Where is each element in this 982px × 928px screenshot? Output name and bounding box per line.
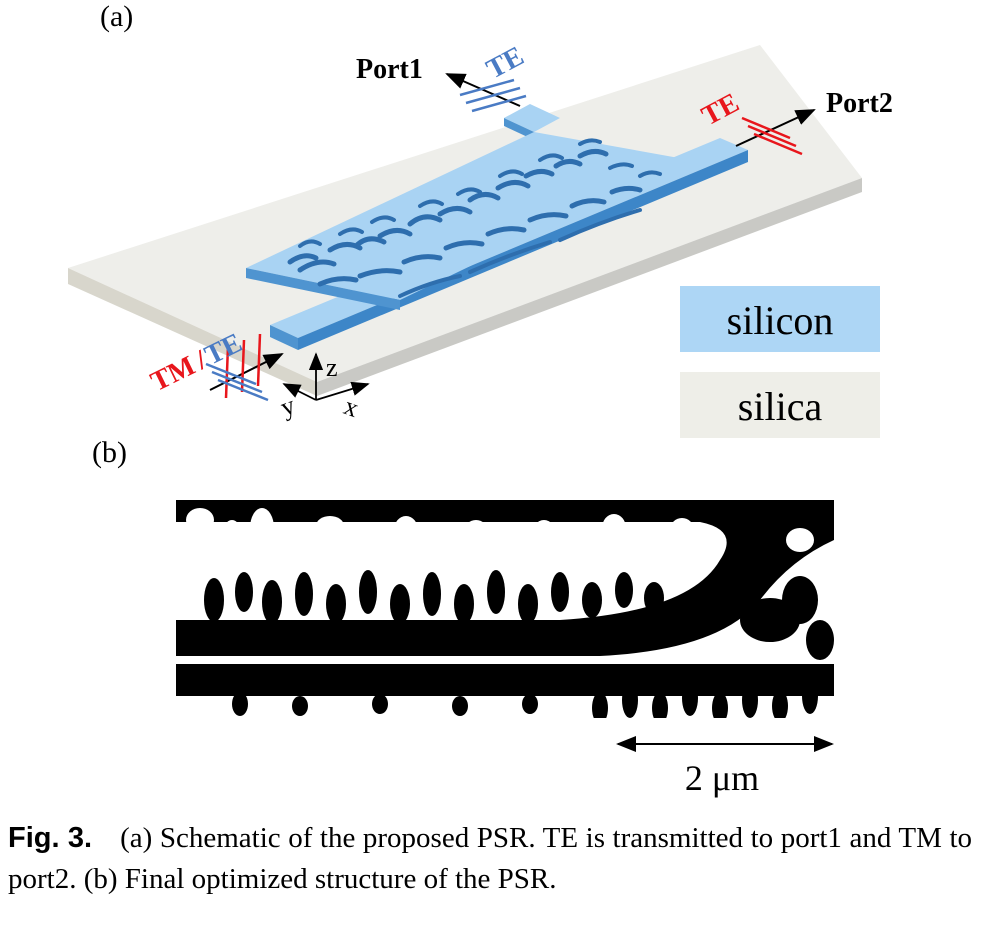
port1-indicator: Port1 TE [356,41,530,113]
panel-a-label: (a) [100,0,134,33]
optimized-structure-image [176,500,834,718]
port2-label: Port2 [826,88,893,119]
legend-silica-swatch [680,372,880,438]
axis-y-label: y [277,390,299,422]
scale-bar-label: 2 μm [685,758,759,798]
figure-number: Fig. 3. [8,822,93,854]
silicon-device [246,104,748,350]
te-label-port1: TE [482,41,530,86]
input-tm-label: TM [146,350,200,398]
axis-z-label: z [326,353,338,382]
scale-bar: 2 μm [616,736,834,798]
legend-silica-label: silica [738,384,823,429]
port1-label: Port1 [356,54,423,85]
legend: silicon silica [680,286,880,438]
legend-silicon-swatch [680,286,880,352]
panel-b-label: (b) [92,436,127,469]
caption-text: (a) Schematic of the proposed PSR. TE is… [8,822,972,895]
legend-silicon-label: silicon [727,298,834,343]
figure-drawing: Port1 TE Port2 TE TM / TE z y x [68,41,893,798]
figure-caption: Fig. 3. (a) Schematic of the proposed PSR… [8,818,972,900]
axis-x-label: x [340,391,362,423]
